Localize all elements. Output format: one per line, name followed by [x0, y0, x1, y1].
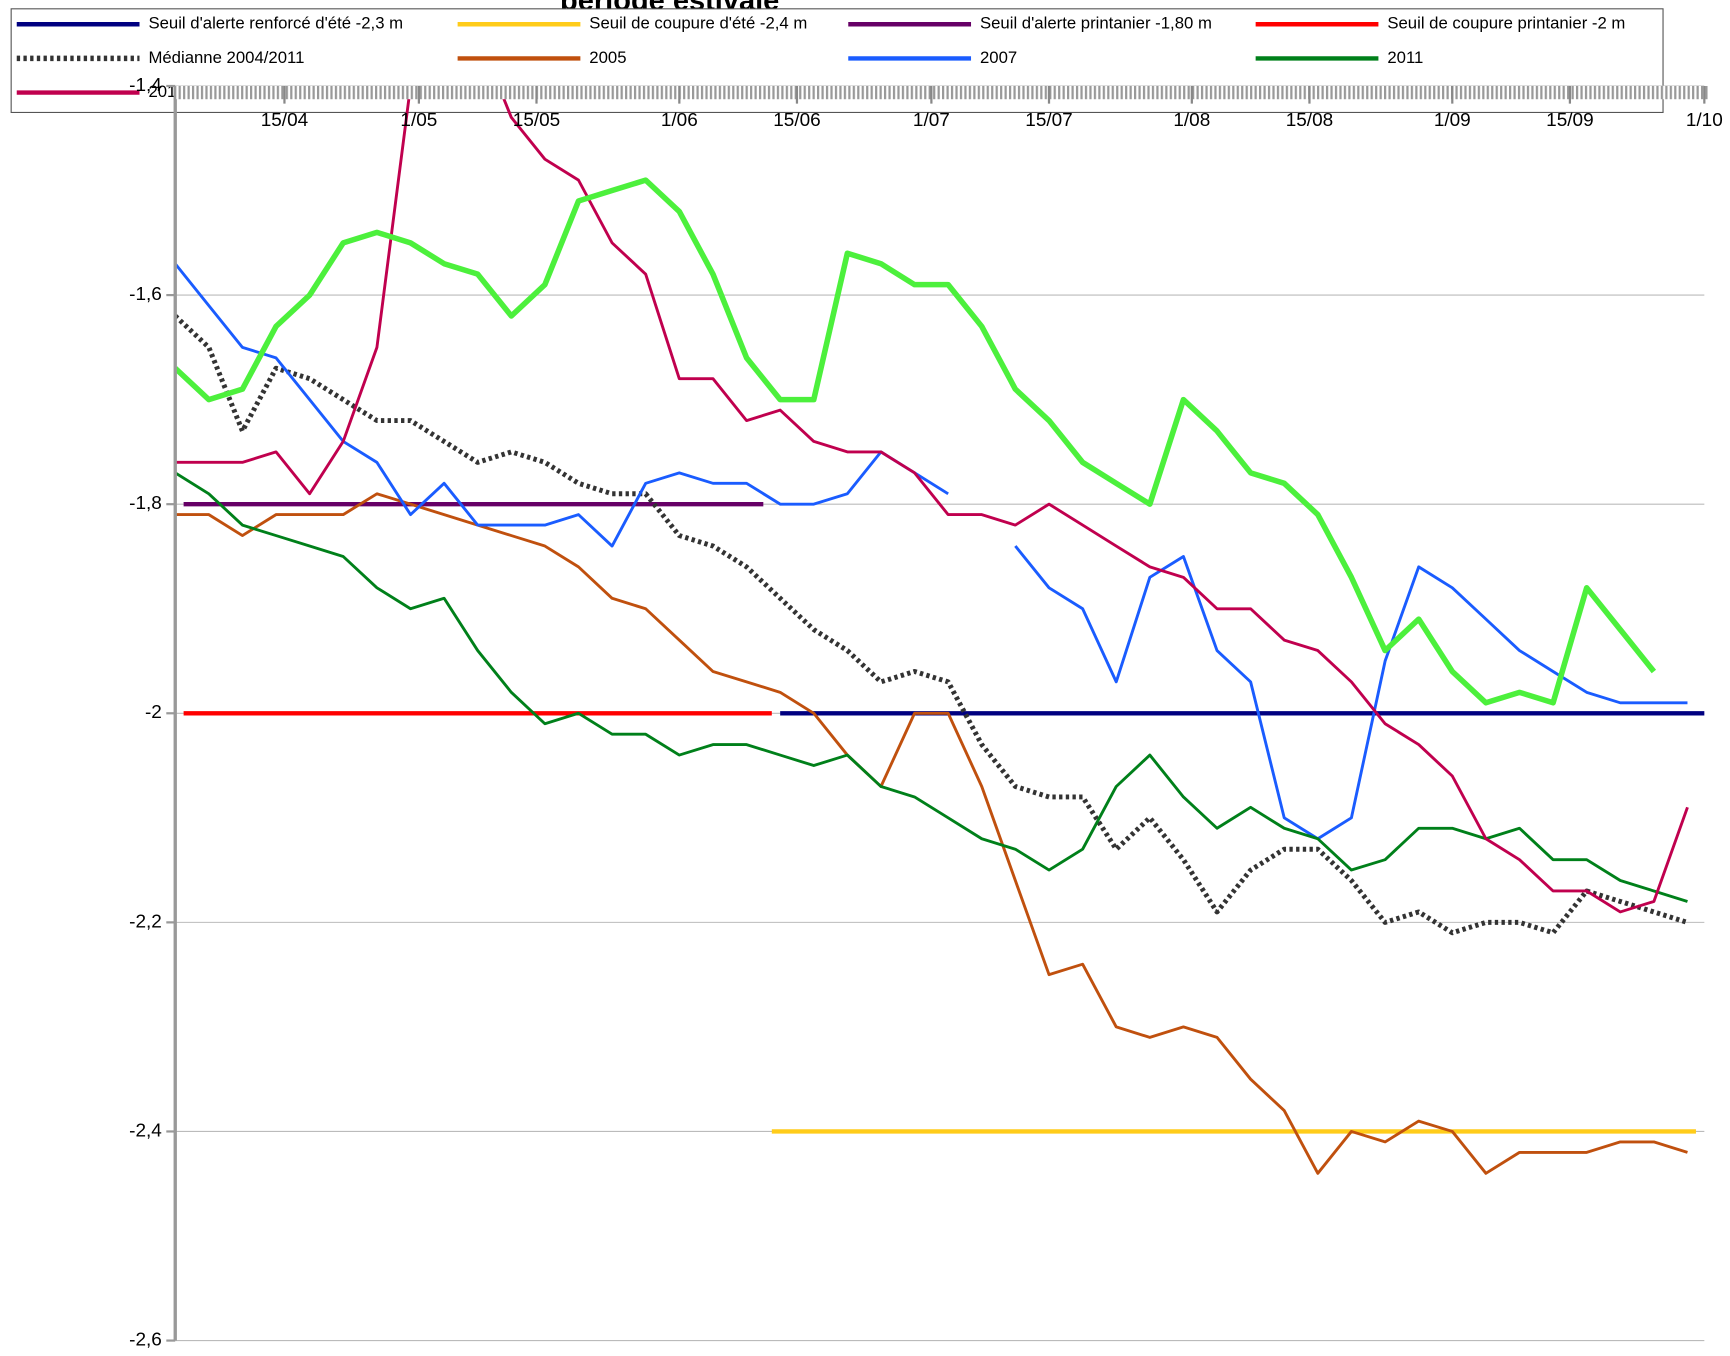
legend-label: Seuil d'alerte renforcé d'été -2,3 m [148, 14, 403, 33]
x-tick-label: 15/09 [1546, 109, 1593, 130]
x-tick-label: 15/06 [773, 109, 820, 130]
legend-label: Seuil d'alerte printanier -1,80 m [980, 14, 1212, 33]
x-tick-label: 15/08 [1286, 109, 1333, 130]
legend-label: 2011 [1387, 48, 1423, 67]
y-tick-label: -2,4 [129, 1120, 162, 1141]
y-tick-label: -1,6 [129, 283, 162, 304]
legend-label: 2005 [589, 48, 626, 67]
y-tick-label: -1,4 [129, 74, 162, 95]
x-tick-label: 1/08 [1173, 109, 1210, 130]
x-tick-label: 15/05 [513, 109, 560, 130]
x-tick-label: 1/09 [1434, 109, 1471, 130]
y-tick-label: -1,8 [129, 492, 162, 513]
x-axis [175, 85, 1708, 100]
x-tick-label: 1/06 [661, 109, 698, 130]
y-tick-label: -2,6 [129, 1329, 162, 1350]
x-tick-label: 1/05 [400, 109, 437, 130]
y-tick-label: -2,2 [129, 910, 162, 931]
series-line [175, 85, 1689, 914]
y-tick-label: -2 [145, 701, 162, 722]
series-line [175, 177, 1657, 706]
legend-label: 2007 [980, 48, 1017, 67]
x-tick-label: 1/10 [1686, 109, 1723, 130]
legend-label: Médianne 2004/2011 [148, 48, 304, 67]
series-line [175, 314, 1689, 936]
legend-label: Seuil de coupure d'été -2,4 m [589, 14, 807, 33]
legend-label: Seuil de coupure printanier -2 m [1387, 14, 1625, 33]
plot-area [175, 85, 1705, 1175]
x-tick-label: 15/04 [261, 109, 308, 130]
series-line [175, 262, 1688, 841]
axes: -2,6 -2,4 -2,2 -2 -1,8 -1,6 -1,4 15/04 1/05 15/05… [129, 74, 1723, 1349]
x-tick-label: 1/07 [913, 109, 950, 130]
series-line [175, 471, 1688, 903]
x-tick-label: 15/07 [1025, 109, 1072, 130]
series-line [175, 492, 1688, 1175]
